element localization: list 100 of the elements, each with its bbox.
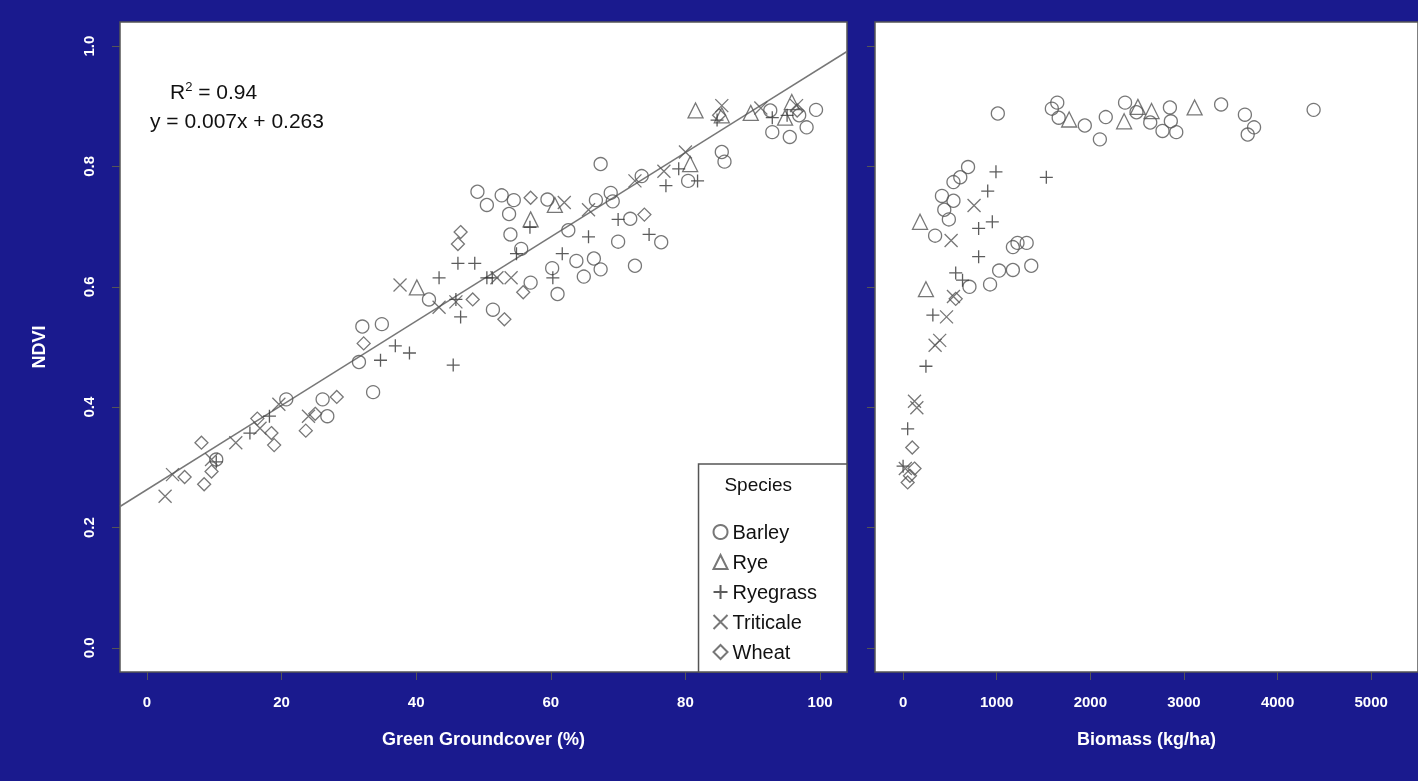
point	[765, 110, 780, 125]
point	[351, 354, 367, 370]
legend-label: Rye	[732, 551, 769, 573]
x-tick-label: 1000	[980, 693, 1014, 710]
x-tick-label: 3000	[1167, 693, 1201, 710]
point	[1092, 132, 1108, 147]
point	[586, 251, 602, 266]
point	[250, 411, 265, 426]
x-tick-label: 40	[407, 693, 425, 710]
point	[509, 246, 524, 261]
point	[557, 195, 572, 210]
point	[941, 212, 957, 227]
point	[581, 202, 596, 217]
point	[799, 120, 814, 135]
point	[917, 281, 935, 298]
point	[717, 154, 732, 169]
point	[656, 164, 672, 179]
point	[682, 155, 699, 173]
point	[946, 193, 961, 208]
point	[623, 211, 638, 226]
point	[431, 270, 447, 285]
point	[550, 286, 565, 302]
point	[242, 425, 258, 441]
x-tick-label: 5000	[1354, 693, 1388, 710]
point	[588, 193, 604, 208]
point	[783, 93, 800, 111]
point	[634, 168, 649, 184]
point	[1213, 97, 1229, 112]
point	[610, 212, 626, 227]
point	[934, 188, 950, 204]
point	[446, 357, 461, 373]
point	[1077, 118, 1092, 133]
point	[980, 183, 995, 199]
point	[320, 409, 335, 424]
point	[267, 437, 282, 453]
y-tick-label: 0.6	[80, 276, 97, 298]
point	[911, 213, 929, 230]
point	[485, 302, 501, 317]
point	[1098, 109, 1113, 125]
point	[489, 270, 505, 285]
point	[690, 173, 705, 189]
point	[388, 338, 403, 353]
point	[1044, 101, 1059, 116]
point	[971, 221, 986, 236]
point	[1129, 98, 1147, 116]
x-tick-label: 0	[898, 693, 908, 710]
point	[946, 174, 961, 190]
point	[671, 161, 686, 176]
legend-title: Species	[724, 474, 793, 495]
point	[714, 144, 729, 160]
point	[545, 270, 560, 285]
point	[808, 102, 824, 118]
point	[545, 261, 560, 276]
x-tick-label: 4000	[1260, 693, 1295, 710]
point	[593, 262, 608, 277]
point	[627, 258, 643, 273]
point	[907, 461, 922, 476]
point	[937, 202, 952, 217]
point	[165, 467, 180, 482]
point	[329, 389, 344, 405]
point	[1186, 99, 1203, 116]
point	[709, 112, 725, 128]
point	[485, 270, 500, 285]
point	[506, 193, 521, 208]
point	[641, 227, 657, 242]
point	[555, 246, 570, 261]
point	[569, 253, 584, 269]
point	[1019, 235, 1034, 251]
legend-label: Triticale	[732, 611, 802, 633]
point	[1246, 120, 1262, 135]
point	[467, 256, 482, 271]
point	[279, 392, 294, 407]
x-tick-label: 80	[677, 693, 694, 710]
point	[1169, 124, 1184, 140]
point	[962, 279, 977, 294]
point	[365, 384, 381, 400]
y-axis-title: NDVI	[29, 325, 49, 369]
point	[262, 409, 277, 424]
point	[960, 159, 976, 175]
point	[576, 269, 591, 284]
point	[925, 307, 941, 323]
legend-label: Wheat	[732, 641, 791, 663]
point	[1129, 105, 1144, 120]
point	[402, 345, 417, 361]
point	[453, 224, 468, 240]
point	[918, 359, 934, 374]
point	[990, 106, 1005, 121]
point	[1061, 111, 1078, 128]
point	[763, 103, 778, 118]
point	[900, 421, 915, 436]
point	[678, 144, 693, 160]
point	[654, 235, 669, 250]
point	[927, 228, 943, 243]
point	[902, 468, 918, 483]
point	[932, 333, 947, 348]
point	[228, 435, 243, 450]
point	[497, 312, 512, 327]
point	[971, 249, 986, 264]
point	[1162, 100, 1178, 115]
point	[546, 196, 563, 214]
